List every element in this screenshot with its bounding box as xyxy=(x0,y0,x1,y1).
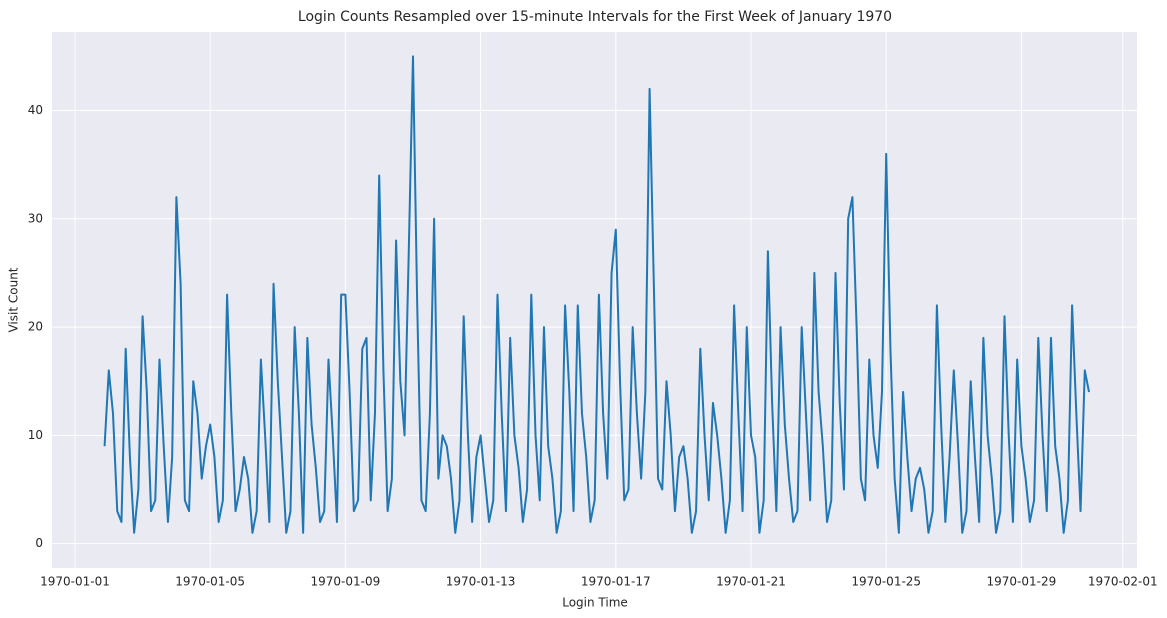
y-axis-label: Visit Count xyxy=(7,267,21,332)
x-tick-label: 1970-01-17 xyxy=(581,575,651,589)
x-axis-label: Login Time xyxy=(562,596,628,610)
x-tick-label: 1970-01-25 xyxy=(851,575,921,589)
x-tick-label: 1970-01-05 xyxy=(175,575,245,589)
x-tick-label: 1970-01-01 xyxy=(40,575,110,589)
y-tick-label: 10 xyxy=(28,428,43,442)
chart-title: Login Counts Resampled over 15-minute In… xyxy=(298,9,892,25)
y-tick-label: 30 xyxy=(28,211,43,225)
y-tick-label: 0 xyxy=(35,536,43,550)
y-tick-label: 40 xyxy=(28,103,43,117)
x-tick-label: 1970-01-13 xyxy=(446,575,516,589)
y-tick-label: 20 xyxy=(28,320,43,334)
x-tick-label: 1970-01-29 xyxy=(987,575,1057,589)
data-line xyxy=(103,55,1090,534)
x-tick-label: 1970-01-21 xyxy=(716,575,786,589)
marks xyxy=(103,55,1090,534)
x-tick-label: 1970-01-09 xyxy=(311,575,381,589)
x-tick-label: 1970-02-01 xyxy=(1088,575,1158,589)
grid xyxy=(52,32,1137,568)
